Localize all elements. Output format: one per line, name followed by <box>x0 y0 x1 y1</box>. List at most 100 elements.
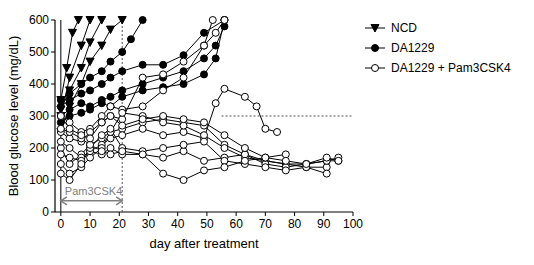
y-tick <box>51 212 55 213</box>
data-point <box>107 103 114 110</box>
data-point <box>160 87 167 94</box>
y-tick <box>51 52 55 53</box>
legend-entry: DA1229 + Pam3CSK4 <box>365 61 511 75</box>
data-point <box>221 17 228 24</box>
data-point <box>78 161 85 168</box>
x-tick-label: 40 <box>171 217 185 231</box>
series-line <box>61 20 90 116</box>
y-tick-label: 500 <box>29 45 49 59</box>
data-point <box>201 167 208 174</box>
data-point <box>282 157 289 164</box>
data-point <box>201 55 208 62</box>
data-point <box>57 138 64 145</box>
data-point <box>139 74 146 81</box>
data-point <box>139 151 146 158</box>
data-point <box>201 29 208 36</box>
y-tick-label: 200 <box>29 141 49 155</box>
y-tick <box>51 148 55 149</box>
data-point <box>221 145 228 152</box>
data-point <box>221 164 228 171</box>
data-point <box>78 100 85 107</box>
data-point <box>139 103 146 110</box>
data-point <box>180 141 187 148</box>
series-line <box>61 20 102 110</box>
y-tick-label: 400 <box>29 77 49 91</box>
data-point <box>107 113 114 120</box>
data-point <box>201 71 208 78</box>
series-line <box>61 116 339 164</box>
data-point <box>86 39 94 47</box>
data-point <box>160 132 167 139</box>
plot-area <box>57 17 342 184</box>
data-point <box>98 17 106 25</box>
data-point <box>160 61 167 68</box>
x-axis-line <box>55 211 353 212</box>
data-point <box>201 157 208 164</box>
data-point <box>119 109 126 116</box>
data-point <box>98 68 105 75</box>
data-point <box>221 17 228 24</box>
data-point <box>107 93 114 100</box>
data-point <box>87 74 94 81</box>
data-point <box>107 74 114 81</box>
data-point <box>160 113 167 120</box>
data-point <box>98 42 106 50</box>
data-point <box>63 65 71 73</box>
chart-svg: 0100200300400500600010203040506070809010… <box>0 0 534 265</box>
data-point <box>212 100 219 107</box>
series-line <box>61 26 225 116</box>
data-point <box>69 29 77 37</box>
data-point <box>57 125 64 132</box>
data-point <box>303 161 310 168</box>
data-point <box>57 113 64 120</box>
data-point <box>57 113 64 120</box>
x-tick <box>119 212 120 216</box>
y-tick <box>51 180 55 181</box>
data-point <box>241 93 248 100</box>
y-tick-label: 100 <box>29 173 49 187</box>
data-point <box>160 145 167 152</box>
data-point <box>77 65 85 73</box>
x-tick-label: 80 <box>288 217 302 231</box>
data-point <box>98 119 105 126</box>
data-point <box>241 145 248 152</box>
data-point <box>139 116 146 123</box>
data-point <box>66 97 73 104</box>
data-point <box>323 154 330 161</box>
data-point <box>98 119 105 126</box>
series-line <box>61 129 327 180</box>
data-point <box>118 17 126 25</box>
data-point <box>139 61 146 68</box>
data-point <box>66 154 73 161</box>
x-tick <box>353 212 354 216</box>
data-point <box>221 132 228 139</box>
x-tick-label: 10 <box>83 217 97 231</box>
data-point <box>241 157 248 164</box>
data-point <box>180 177 187 184</box>
y-axis-label: Blood glucose level (mg/dL) <box>6 36 21 196</box>
data-point <box>107 113 114 120</box>
series-line <box>61 20 225 106</box>
data-point <box>98 81 105 88</box>
data-point <box>107 151 114 158</box>
data-point <box>212 42 219 49</box>
data-point <box>303 161 310 168</box>
legend-label: DA1229 <box>391 41 435 55</box>
data-point <box>209 17 216 24</box>
x-tick <box>177 212 178 216</box>
data-point <box>78 90 85 97</box>
data-point <box>201 42 208 49</box>
data-point <box>86 17 94 25</box>
x-tick <box>323 212 324 216</box>
data-point <box>98 100 105 107</box>
data-point <box>86 58 94 66</box>
data-point <box>303 161 310 168</box>
data-point <box>78 109 85 116</box>
x-tick-label: 90 <box>317 217 331 231</box>
data-point <box>57 151 64 158</box>
reference-line <box>222 116 353 117</box>
series-line <box>61 20 225 122</box>
annotation-text: Pam3CSK4 <box>65 185 122 197</box>
data-point <box>160 71 167 78</box>
data-point <box>87 135 94 142</box>
